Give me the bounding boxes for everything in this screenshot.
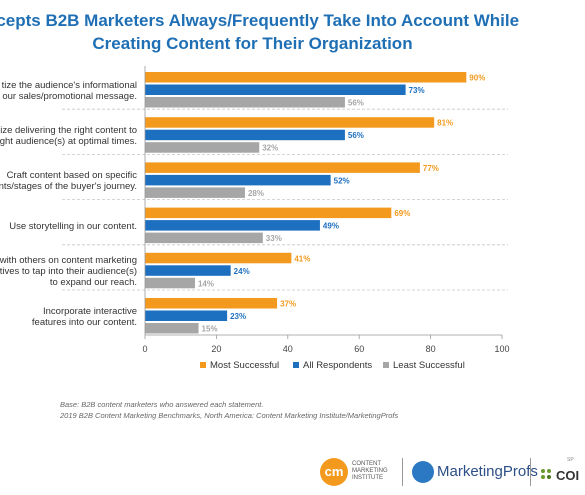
x-tick-label: 60 [354, 344, 364, 354]
data-label: 24% [234, 267, 250, 276]
logo-divider [402, 458, 403, 486]
data-label: 56% [348, 131, 364, 140]
bar [145, 84, 406, 95]
bar [145, 323, 199, 334]
data-label: 15% [202, 325, 218, 334]
cmi-logo-icon: cm [320, 458, 348, 486]
sponsor-small-text: SP [567, 457, 574, 463]
x-tick-label: 80 [426, 344, 436, 354]
bar [145, 232, 263, 244]
legend-label: All Respondents [303, 360, 372, 371]
data-label: 69% [394, 209, 410, 218]
bar [145, 129, 345, 141]
legend-swatch [293, 362, 299, 368]
bar [145, 220, 320, 231]
bar [145, 117, 435, 128]
data-label: 41% [294, 254, 310, 263]
bar [145, 207, 392, 219]
bar [145, 252, 292, 264]
category-label: Incorporate interactive [43, 306, 137, 317]
data-label: 49% [323, 222, 339, 231]
footnote-base: Base: B2B content marketers who answered… [60, 400, 264, 409]
bar [145, 142, 260, 153]
legend-swatch [200, 362, 206, 368]
marketingprofs-logo-text: MarketingProfs [437, 463, 538, 480]
data-label: 52% [334, 176, 350, 185]
category-label: nts/stages of the buyer's journey. [0, 181, 137, 192]
logo-divider [530, 458, 531, 486]
legend-swatch [383, 362, 389, 368]
data-label: 28% [248, 189, 264, 198]
category-label: our sales/promotional message. [2, 91, 137, 102]
bar [145, 265, 231, 276]
category-label: with others on content marketing [0, 255, 137, 266]
data-label: 33% [266, 234, 282, 243]
x-tick-label: 40 [283, 344, 293, 354]
data-label: 32% [262, 144, 278, 153]
x-tick-label: 0 [142, 344, 147, 354]
chart-title-line1: ncepts B2B Marketers Always/Frequently T… [0, 11, 520, 30]
data-label: 14% [198, 279, 214, 288]
logo-row: cm CONTENT MARKETING INSTITUTE Marketing… [0, 452, 585, 492]
data-label: 23% [230, 312, 246, 321]
bar [145, 277, 195, 289]
bar [145, 162, 420, 173]
category-label: tives to tap into their audience(s) [0, 266, 137, 277]
category-label: ize delivering the right content to [0, 125, 137, 136]
data-label: 37% [280, 300, 296, 309]
sponsor-logo-text: COI [556, 468, 580, 483]
data-label: 81% [437, 119, 453, 128]
bar [145, 310, 228, 321]
marketingprofs-logo-icon [412, 461, 434, 483]
category-label: ght audience(s) at optimal times. [0, 136, 137, 147]
category-label: tize the audience's informational [2, 80, 137, 91]
cmi-logo-text: CONTENT MARKETING INSTITUTE [352, 461, 388, 481]
bar [145, 72, 467, 83]
legend-label: Least Successful [393, 360, 465, 371]
footnote-source: 2019 B2B Content Marketing Benchmarks, N… [60, 411, 399, 420]
bar [145, 174, 331, 186]
category-label: to expand our reach. [50, 277, 137, 288]
sponsor-dots-icon [541, 469, 551, 479]
category-label: Craft content based on specific [7, 170, 138, 181]
legend-label: Most Successful [210, 360, 279, 371]
category-label: features into our content. [32, 317, 137, 328]
data-label: 56% [348, 99, 364, 108]
data-label: 90% [469, 74, 485, 83]
bar [145, 298, 278, 309]
category-label: Use storytelling in our content. [9, 221, 137, 232]
data-label: 73% [409, 86, 425, 95]
x-tick-label: 20 [211, 344, 221, 354]
chart-title-line2: Creating Content for Their Organization [92, 34, 413, 53]
x-tick-label: 100 [494, 344, 509, 354]
bar [145, 187, 245, 198]
bar [145, 97, 345, 108]
data-label: 77% [423, 164, 439, 173]
